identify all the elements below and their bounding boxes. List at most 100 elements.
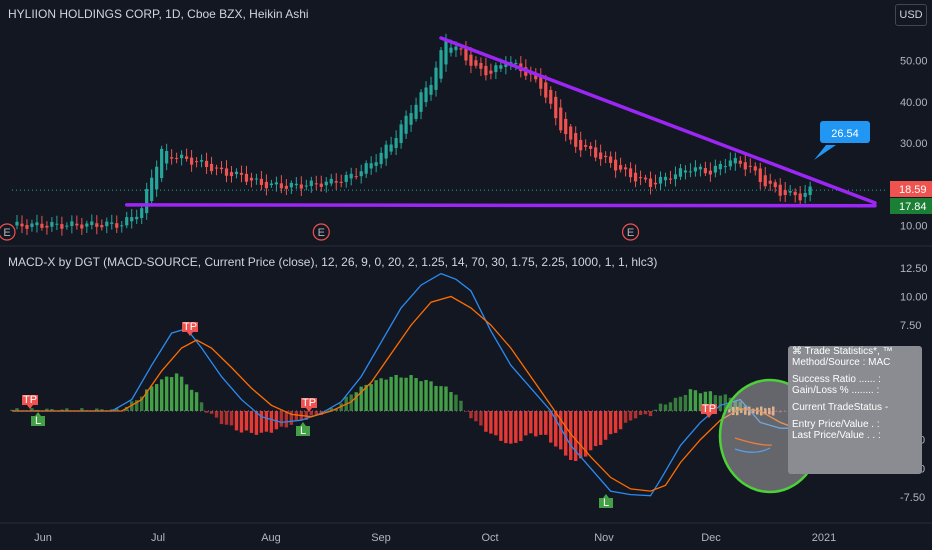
candle-body <box>594 147 598 158</box>
candle-body <box>274 182 278 185</box>
histogram-bar <box>688 389 693 411</box>
histogram-bar <box>544 411 548 435</box>
histogram-bar <box>389 376 393 411</box>
histogram-bar <box>214 411 219 418</box>
histogram-bar <box>429 381 433 411</box>
histogram-bar <box>693 390 698 411</box>
histogram-bar <box>174 373 179 411</box>
candle-body <box>534 72 538 80</box>
candle-body <box>504 64 508 67</box>
histogram-bar <box>559 411 563 450</box>
candle-body <box>559 107 563 131</box>
histogram-bar <box>778 411 782 413</box>
histogram-bar <box>154 384 159 411</box>
candle-body <box>110 222 114 224</box>
forecast-bar <box>752 408 755 414</box>
histogram-bar <box>269 411 274 433</box>
candle-body <box>618 165 623 170</box>
histogram-bar <box>499 411 503 441</box>
candle-body <box>623 167 628 170</box>
histogram-bar <box>449 392 453 411</box>
forecast-bar <box>768 407 771 415</box>
candle-body <box>40 223 44 228</box>
candle-body <box>75 223 79 226</box>
histogram-bar <box>65 408 69 411</box>
callout-pointer <box>814 145 836 160</box>
candle-body <box>344 174 348 182</box>
candle-body <box>434 67 438 90</box>
candle-body <box>249 177 254 181</box>
histogram-bar <box>115 408 119 411</box>
candle-body <box>130 217 134 222</box>
stats-line: Current TradeStatus - <box>792 402 889 413</box>
candle-body <box>394 138 398 149</box>
candle-body <box>175 157 179 159</box>
histogram-bar <box>110 409 114 411</box>
histogram-bar <box>474 411 478 422</box>
callout-box <box>820 121 870 143</box>
histogram-bar <box>519 411 523 442</box>
histogram-bar <box>549 411 553 443</box>
currency-button[interactable]: USD <box>895 4 927 26</box>
histogram-bar <box>204 411 209 413</box>
candle-body <box>35 222 39 226</box>
candle-body <box>633 172 638 182</box>
histogram-bar <box>569 411 573 460</box>
histogram-bar <box>489 411 493 434</box>
macd-axis-tick: 12.50 <box>900 263 928 275</box>
candle-body <box>718 163 722 170</box>
candle-body <box>165 150 169 164</box>
histogram-bar <box>139 396 144 411</box>
candle-body <box>309 180 313 187</box>
candle-body <box>429 84 433 95</box>
stats-line: Entry Price/Value . : <box>792 419 880 430</box>
candle-body <box>589 145 593 149</box>
long-marker-label: L <box>300 425 306 437</box>
candle-body <box>574 133 578 147</box>
histogram-bar <box>404 377 408 411</box>
candle-body <box>773 182 777 188</box>
time-axis-tick: Sep <box>371 532 391 544</box>
time-axis-tick: Oct <box>481 532 498 544</box>
signal-line <box>12 295 811 492</box>
histogram-bar <box>354 392 358 411</box>
forecast-bar <box>744 407 747 415</box>
candle-body <box>354 176 358 178</box>
histogram-bar <box>314 411 318 415</box>
time-axis-tick: Dec <box>701 532 721 544</box>
support-price-tag: 17.84 <box>899 201 927 213</box>
histogram-bar <box>244 411 249 431</box>
histogram-bar <box>424 379 428 411</box>
histogram-bar <box>60 409 64 411</box>
earnings-marker-label: E <box>3 227 10 239</box>
price-candles <box>15 33 812 236</box>
histogram-bar <box>259 411 264 433</box>
histogram-bar <box>529 411 533 434</box>
candle-body <box>683 170 688 173</box>
candle-body <box>334 181 338 183</box>
candle-body <box>584 145 588 147</box>
candle-body <box>145 189 149 214</box>
candle-body <box>135 216 139 220</box>
histogram-bar <box>738 401 743 411</box>
histogram-bar <box>414 378 418 411</box>
callout-label: 26.54 <box>831 128 859 140</box>
tp-marker-label: TP <box>183 321 197 333</box>
candle-body <box>569 126 573 140</box>
candle-body <box>155 166 159 190</box>
candle-body <box>60 224 64 229</box>
long-marker-label: L <box>603 497 609 509</box>
candle-body <box>30 223 34 227</box>
candle-body <box>194 161 199 163</box>
histogram-bar <box>189 389 194 411</box>
time-axis-tick: Jun <box>34 532 52 544</box>
histogram-bar <box>80 408 84 411</box>
histogram-bar <box>583 411 588 457</box>
macd-line <box>12 272 811 497</box>
candle-body <box>544 82 548 98</box>
candle-body <box>324 181 328 186</box>
candle-body <box>763 175 767 187</box>
histogram-bar <box>733 401 738 411</box>
candle-body <box>80 224 84 229</box>
candle-body <box>184 156 189 159</box>
